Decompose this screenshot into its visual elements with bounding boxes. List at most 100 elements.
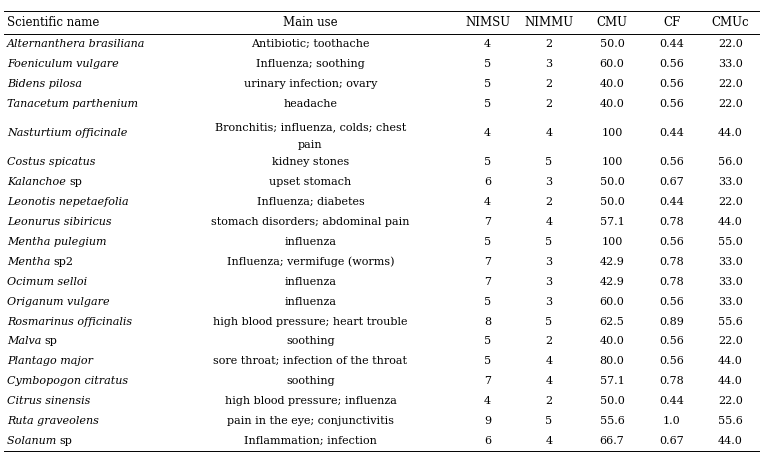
Text: 0.78: 0.78 — [660, 256, 684, 267]
Text: 55.6: 55.6 — [600, 416, 624, 426]
Text: Cymbopogon citratus: Cymbopogon citratus — [7, 376, 128, 387]
Text: 44.0: 44.0 — [718, 436, 743, 446]
Text: 0.78: 0.78 — [660, 277, 684, 287]
Text: 33.0: 33.0 — [718, 256, 743, 267]
Text: 0.56: 0.56 — [660, 157, 684, 167]
Text: Mentha pulegium: Mentha pulegium — [7, 237, 107, 247]
Text: Plantago major: Plantago major — [7, 356, 93, 366]
Text: 0.67: 0.67 — [660, 436, 684, 446]
Text: Leonotis nepetaefolia: Leonotis nepetaefolia — [7, 197, 129, 207]
Text: urinary infection; ovary: urinary infection; ovary — [244, 79, 377, 89]
Text: 2: 2 — [546, 337, 552, 346]
Text: Kalanchoe: Kalanchoe — [7, 177, 69, 187]
Text: 5: 5 — [484, 237, 491, 247]
Text: 42.9: 42.9 — [600, 256, 624, 267]
Text: 5: 5 — [484, 79, 491, 89]
Text: 0.78: 0.78 — [660, 217, 684, 227]
Text: Antibiotic; toothache: Antibiotic; toothache — [251, 39, 370, 49]
Text: 0.67: 0.67 — [660, 177, 684, 187]
Text: 5: 5 — [484, 337, 491, 346]
Text: Influenza; soothing: Influenza; soothing — [256, 59, 365, 69]
Text: 100: 100 — [601, 128, 622, 138]
Text: 9: 9 — [484, 416, 491, 426]
Text: sp: sp — [59, 436, 72, 446]
Text: Foeniculum vulgare: Foeniculum vulgare — [7, 59, 119, 69]
Text: 0.56: 0.56 — [660, 237, 684, 247]
Text: 3: 3 — [546, 277, 552, 287]
Text: Origanum vulgare: Origanum vulgare — [7, 297, 110, 306]
Text: soothing: soothing — [286, 337, 335, 346]
Text: 22.0: 22.0 — [718, 197, 743, 207]
Text: 3: 3 — [546, 177, 552, 187]
Text: 60.0: 60.0 — [600, 59, 624, 69]
Text: Nasturtium officinale: Nasturtium officinale — [7, 128, 127, 138]
Text: Malva: Malva — [7, 337, 45, 346]
Text: 5: 5 — [484, 157, 491, 167]
Text: 56.0: 56.0 — [718, 157, 743, 167]
Text: influenza: influenza — [285, 277, 336, 287]
Text: 5: 5 — [546, 157, 552, 167]
Text: 7: 7 — [484, 376, 491, 387]
Text: 33.0: 33.0 — [718, 59, 743, 69]
Text: 0.44: 0.44 — [660, 197, 684, 207]
Text: 0.44: 0.44 — [660, 39, 684, 49]
Text: 7: 7 — [484, 277, 491, 287]
Text: 40.0: 40.0 — [600, 79, 624, 89]
Text: 2: 2 — [546, 39, 552, 49]
Text: 22.0: 22.0 — [718, 396, 743, 406]
Text: Ocimum selloi: Ocimum selloi — [7, 277, 87, 287]
Text: 57.1: 57.1 — [600, 217, 624, 227]
Text: 5: 5 — [546, 416, 552, 426]
Text: Alternanthera brasiliana: Alternanthera brasiliana — [7, 39, 145, 49]
Text: 62.5: 62.5 — [600, 316, 624, 327]
Text: 2: 2 — [546, 396, 552, 406]
Text: 0.78: 0.78 — [660, 376, 684, 387]
Text: Scientific name: Scientific name — [7, 16, 99, 29]
Text: 0.56: 0.56 — [660, 59, 684, 69]
Text: 22.0: 22.0 — [718, 337, 743, 346]
Text: sp: sp — [45, 337, 58, 346]
Text: 4: 4 — [546, 128, 552, 138]
Text: 7: 7 — [484, 256, 491, 267]
Text: 5: 5 — [484, 297, 491, 306]
Text: 4: 4 — [546, 217, 552, 227]
Text: 57.1: 57.1 — [600, 376, 624, 387]
Text: high blood pressure; influenza: high blood pressure; influenza — [224, 396, 396, 406]
Text: 50.0: 50.0 — [600, 396, 624, 406]
Text: 33.0: 33.0 — [718, 177, 743, 187]
Text: Leonurus sibiricus: Leonurus sibiricus — [7, 217, 111, 227]
Text: NIMSU: NIMSU — [465, 16, 510, 29]
Text: Ruta graveolens: Ruta graveolens — [7, 416, 99, 426]
Text: pain in the eye; conjunctivitis: pain in the eye; conjunctivitis — [227, 416, 394, 426]
Text: sp: sp — [69, 177, 82, 187]
Text: 50.0: 50.0 — [600, 197, 624, 207]
Text: 0.56: 0.56 — [660, 79, 684, 89]
Text: high blood pressure; heart trouble: high blood pressure; heart trouble — [213, 316, 408, 327]
Text: 4: 4 — [484, 396, 491, 406]
Text: headache: headache — [283, 99, 337, 109]
Text: 0.44: 0.44 — [660, 396, 684, 406]
Text: 6: 6 — [484, 177, 491, 187]
Text: 80.0: 80.0 — [600, 356, 624, 366]
Text: influenza: influenza — [285, 237, 336, 247]
Text: 4: 4 — [546, 436, 552, 446]
Text: 33.0: 33.0 — [718, 277, 743, 287]
Text: 44.0: 44.0 — [718, 128, 743, 138]
Text: NIMMU: NIMMU — [524, 16, 574, 29]
Text: 22.0: 22.0 — [718, 39, 743, 49]
Text: 0.89: 0.89 — [660, 316, 684, 327]
Text: 4: 4 — [546, 376, 552, 387]
Text: 22.0: 22.0 — [718, 99, 743, 109]
Text: 0.56: 0.56 — [660, 356, 684, 366]
Text: kidney stones: kidney stones — [272, 157, 349, 167]
Text: stomach disorders; abdominal pain: stomach disorders; abdominal pain — [212, 217, 409, 227]
Text: sp2: sp2 — [54, 256, 74, 267]
Text: 44.0: 44.0 — [718, 356, 743, 366]
Text: 50.0: 50.0 — [600, 177, 624, 187]
Text: CMUc: CMUc — [712, 16, 749, 29]
Text: 5: 5 — [484, 59, 491, 69]
Text: 0.56: 0.56 — [660, 99, 684, 109]
Text: 40.0: 40.0 — [600, 99, 624, 109]
Text: 33.0: 33.0 — [718, 297, 743, 306]
Text: 55.6: 55.6 — [718, 416, 743, 426]
